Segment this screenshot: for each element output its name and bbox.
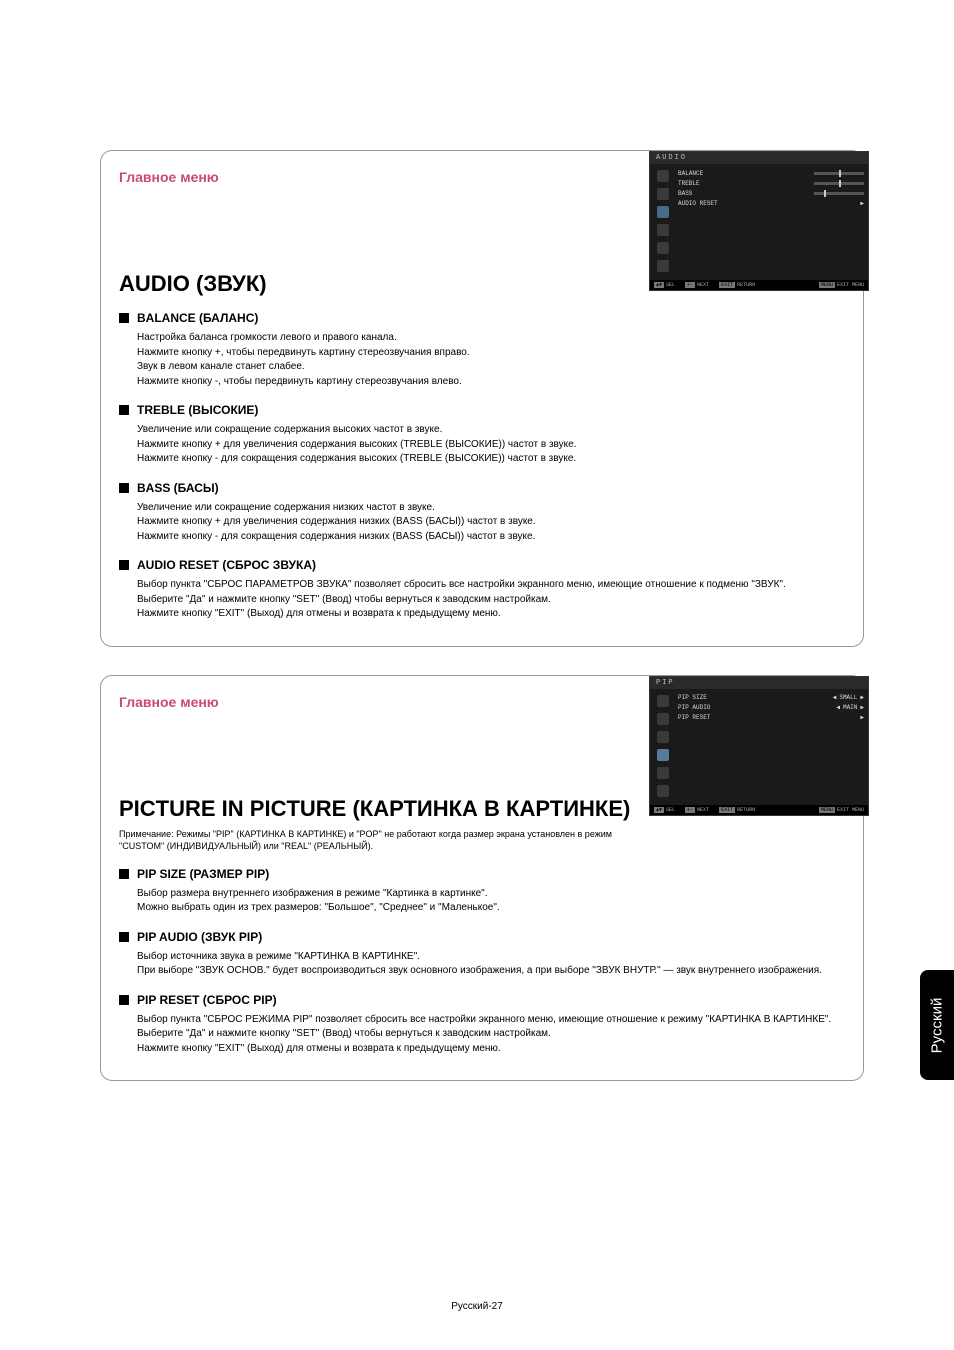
osd-item: PIP RESET — [678, 713, 710, 722]
osd-header: AUDIO — [650, 152, 868, 164]
osd-footer-exit: EXIT MENU — [837, 807, 864, 813]
osd-audio: AUDIO BALANCE TREBLE BASS AUDIO RESET ▶ — [649, 151, 869, 291]
osd-item: BASS — [678, 189, 692, 198]
language-tab: Русский — [920, 970, 954, 1080]
osd-icon — [657, 188, 669, 200]
osd-icon — [657, 731, 669, 743]
osd-icon — [657, 170, 669, 182]
body-line: Выбор пункта "СБРОС ПАРАМЕТРОВ ЗВУКА" по… — [137, 578, 845, 593]
body-line: Нажмите кнопку -, чтобы передвинуть карт… — [137, 375, 845, 390]
bullet-icon — [119, 483, 129, 493]
osd-item: BALANCE — [678, 169, 703, 178]
body-line: Выберите "Да" и нажмите кнопку "SET" (Вв… — [137, 593, 845, 608]
body-line: Нажмите кнопку "EXIT" (Выход) для отмены… — [137, 1042, 845, 1057]
sub-bass: BASS (БАСЫ) Увеличение или сокращение со… — [119, 481, 845, 545]
osd-footer: ▲▼SEL +-NEXT EXITRETURN MENUEXIT MENU — [650, 805, 868, 815]
osd-item: AUDIO RESET — [678, 199, 718, 208]
body-line: Нажмите кнопку + для увеличения содержан… — [137, 438, 845, 453]
sub-pip-size: PIP SIZE (РАЗМЕР PIP) Выбор размера внут… — [119, 867, 845, 916]
sub-title: PIP SIZE (РАЗМЕР PIP) — [137, 867, 269, 881]
arrow-right-icon: ▶ — [860, 713, 864, 722]
page-number: Русский-27 — [0, 1301, 954, 1312]
bullet-icon — [119, 405, 129, 415]
body-line: Настройка баланса громкости левого и пра… — [137, 331, 845, 346]
body-line: Звук в левом канале станет слабее. — [137, 360, 845, 375]
sub-title: PIP RESET (СБРОС PIP) — [137, 993, 277, 1007]
arrow-left-icon: ◀ — [836, 703, 840, 712]
osd-value: MAIN — [843, 703, 857, 712]
osd-slider — [814, 172, 864, 175]
osd-arrow-icon: ▶ — [860, 199, 864, 208]
sub-title: PIP AUDIO (ЗВУК PIP) — [137, 930, 262, 944]
sub-title: TREBLE (ВЫСОКИЕ) — [137, 403, 258, 417]
osd-icon — [657, 695, 669, 707]
osd-body: BALANCE TREBLE BASS AUDIO RESET ▶ — [650, 164, 868, 280]
bullet-icon — [119, 995, 129, 1005]
osd-icon — [657, 767, 669, 779]
osd-header: PIP — [650, 677, 868, 689]
osd-icon-column — [654, 168, 672, 272]
osd-footer-sel: SEL — [666, 807, 675, 813]
osd-slider — [814, 182, 864, 185]
osd-items: BALANCE TREBLE BASS AUDIO RESET ▶ — [672, 168, 864, 272]
osd-footer: ▲▼SEL +-NEXT EXITRETURN MENUEXIT MENU — [650, 280, 868, 290]
body-line: Можно выбрать один из трех размеров: "Бо… — [137, 901, 845, 916]
osd-footer-sel: SEL — [666, 282, 675, 288]
body-line: Нажмите кнопку + для увеличения содержан… — [137, 515, 845, 530]
osd-footer-next: NEXT — [697, 282, 709, 288]
osd-icon-active — [657, 206, 669, 218]
osd-footer-return: RETURN — [737, 807, 755, 813]
audio-section: Главное меню AUDIO BALANCE TREBLE BASS A… — [100, 150, 864, 647]
sub-treble: TREBLE (ВЫСОКИЕ) Увеличение или сокращен… — [119, 403, 845, 467]
body-line: Выбор размера внутреннего изображения в … — [137, 887, 845, 902]
osd-body: PIP SIZE◀SMALL▶ PIP AUDIO◀MAIN▶ PIP RESE… — [650, 689, 868, 805]
sub-balance: BALANCE (БАЛАНС) Настройка баланса громк… — [119, 311, 845, 389]
arrow-right-icon: ▶ — [860, 693, 864, 702]
body-line: Нажмите кнопку +, чтобы передвинуть карт… — [137, 346, 845, 361]
body-line: Увеличение или сокращение содержания выс… — [137, 423, 845, 438]
osd-icon — [657, 713, 669, 725]
sub-title: BASS (БАСЫ) — [137, 481, 219, 495]
sub-title: AUDIO RESET (СБРОС ЗВУКА) — [137, 558, 316, 572]
osd-footer-next: NEXT — [697, 807, 709, 813]
body-line: При выборе "ЗВУК ОСНОВ." будет воспроизв… — [137, 964, 845, 979]
language-label: Русский — [929, 997, 946, 1053]
osd-item: TREBLE — [678, 179, 700, 188]
osd-icon — [657, 242, 669, 254]
osd-icon-column — [654, 693, 672, 797]
body-line: Выбор источника звука в режиме "КАРТИНКА… — [137, 950, 845, 965]
osd-icon — [657, 224, 669, 236]
sub-pip-reset: PIP RESET (СБРОС PIP) Выбор пункта "СБРО… — [119, 993, 845, 1057]
bullet-icon — [119, 560, 129, 570]
body-line: Выбор пункта "СБРОС РЕЖИМА PIP" позволяе… — [137, 1013, 845, 1028]
osd-icon-active — [657, 749, 669, 761]
body-line: Выберите "Да" и нажмите кнопку "SET" (Вв… — [137, 1027, 845, 1042]
note-line: Примечание: Режимы "PIP" (КАРТИНКА В КАР… — [119, 828, 845, 841]
bullet-icon — [119, 932, 129, 942]
arrow-left-icon: ◀ — [833, 693, 837, 702]
bullet-icon — [119, 313, 129, 323]
osd-icon — [657, 260, 669, 272]
osd-footer-return: RETURN — [737, 282, 755, 288]
body-line: Увеличение или сокращение содержания низ… — [137, 501, 845, 516]
osd-value: SMALL — [839, 693, 857, 702]
osd-slider — [814, 192, 864, 195]
osd-pip: PIP PIP SIZE◀SMALL▶ PIP AUDIO◀MAIN▶ PIP … — [649, 676, 869, 816]
body-line: Нажмите кнопку "EXIT" (Выход) для отмены… — [137, 607, 845, 622]
body-line: Нажмите кнопку - для сокращения содержан… — [137, 530, 845, 545]
arrow-right-icon: ▶ — [860, 703, 864, 712]
osd-items: PIP SIZE◀SMALL▶ PIP AUDIO◀MAIN▶ PIP RESE… — [672, 693, 864, 797]
osd-icon — [657, 785, 669, 797]
sub-pip-audio: PIP AUDIO (ЗВУК PIP) Выбор источника зву… — [119, 930, 845, 979]
osd-item: PIP AUDIO — [678, 703, 710, 712]
sub-audio-reset: AUDIO RESET (СБРОС ЗВУКА) Выбор пункта "… — [119, 558, 845, 622]
osd-item: PIP SIZE — [678, 693, 707, 702]
sub-title: BALANCE (БАЛАНС) — [137, 311, 258, 325]
note-line: "CUSTOM" (ИНДИВИДУАЛЬНЫЙ) или "REAL" (РЕ… — [119, 840, 845, 853]
osd-footer-exit: EXIT MENU — [837, 282, 864, 288]
body-line: Нажмите кнопку - для сокращения содержан… — [137, 452, 845, 467]
pip-section: Главное меню PIP PIP SIZE◀SMALL▶ PIP AUD… — [100, 675, 864, 1082]
bullet-icon — [119, 869, 129, 879]
